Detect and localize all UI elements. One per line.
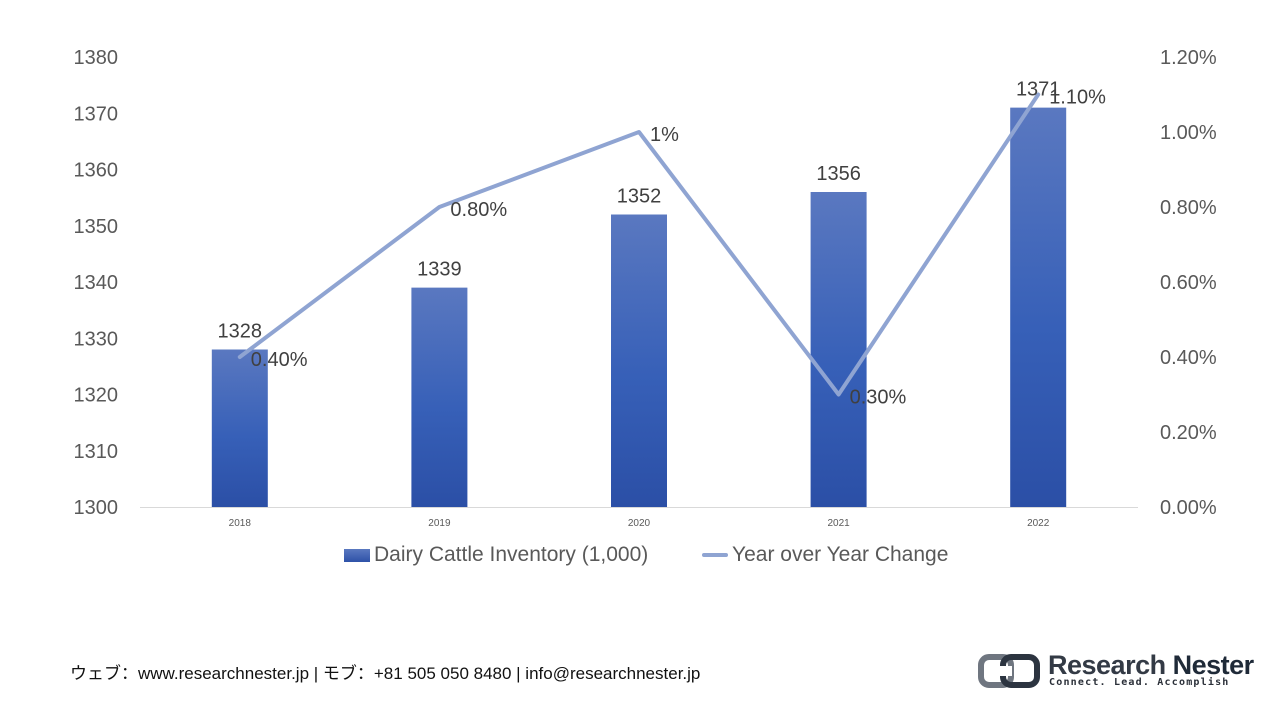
y-left-tick-label: 1340: [74, 272, 119, 294]
bar-data-label: 1328: [218, 321, 263, 343]
y-right-tick-label: 0.00%: [1160, 497, 1217, 519]
bar-data-label: 1352: [617, 186, 662, 208]
legend-bar-swatch: [344, 548, 370, 562]
legend-line-label: Year over Year Change: [732, 543, 949, 566]
chart-legend: Dairy Cattle Inventory (1,000) Year over…: [0, 543, 1280, 573]
y-right-tick-label: 1.00%: [1160, 122, 1217, 144]
x-tick-label: 2019: [428, 518, 451, 529]
y-left-tick-label: 1370: [74, 103, 119, 125]
bar: [411, 287, 468, 507]
x-tick-label: 2021: [827, 518, 850, 529]
y-left-tick-label: 1320: [74, 385, 119, 407]
line-data-label: 0.80%: [450, 199, 507, 221]
bar: [1010, 107, 1067, 507]
y-left-tick-label: 1350: [74, 216, 119, 238]
line-point: [238, 355, 242, 359]
research-nester-logo: Research Nester Connect. Lead. Accomplis…: [978, 650, 1254, 692]
line-data-label: 0.40%: [251, 349, 308, 371]
line-point: [837, 393, 841, 396]
bar: [211, 349, 268, 507]
line-data-label: 0.30%: [850, 387, 907, 409]
y-right-tick-label: 1.20%: [1160, 47, 1217, 69]
y-right-tick-label: 0.60%: [1160, 272, 1217, 294]
line-point: [1036, 93, 1040, 96]
y-left-tick-label: 1300: [74, 497, 119, 519]
y-right-tick-label: 0.80%: [1160, 197, 1217, 219]
y-left-tick-label: 1380: [74, 47, 119, 69]
x-tick-label: 2020: [628, 518, 651, 529]
bar-data-label: 1371: [1016, 79, 1061, 101]
y-right-tick-label: 0.40%: [1160, 347, 1217, 369]
logo-tagline: Connect. Lead. Accomplish: [1049, 677, 1230, 688]
combo-chart: 1328 1339 1352 1356 1371 0.40% 0.80% 1% 0.30% 1.1…: [74, 47, 1217, 529]
bar-data-label: 1356: [816, 163, 861, 185]
bar: [810, 192, 867, 507]
logo-mark-icon: [978, 654, 1040, 688]
bar-data-label: 1339: [417, 259, 462, 281]
legend-bar-label: Dairy Cattle Inventory (1,000): [374, 543, 649, 566]
line-point: [637, 130, 641, 134]
line-data-label: 1.10%: [1049, 87, 1106, 109]
legend-item-bar: Dairy Cattle Inventory (1,000): [344, 543, 648, 567]
bar: [611, 214, 667, 507]
logo-wordmark: Research Nester: [1048, 650, 1254, 680]
y-left-tick-label: 1310: [74, 441, 119, 463]
line-point: [437, 205, 441, 209]
y-left-tick-label: 1360: [74, 160, 119, 182]
line-data-label: 1%: [650, 124, 679, 146]
legend-line-swatch: [702, 553, 728, 557]
y-right-tick-label: 0.20%: [1160, 422, 1217, 444]
y-left-tick-label: 1330: [74, 328, 119, 350]
x-tick-label: 2018: [229, 518, 252, 529]
legend-item-line: Year over Year Change: [702, 543, 948, 567]
x-tick-label: 2022: [1027, 518, 1050, 529]
contact-footer: ウェブ：www.researchnester.jp | モブ：+81 505 0…: [70, 664, 701, 683]
